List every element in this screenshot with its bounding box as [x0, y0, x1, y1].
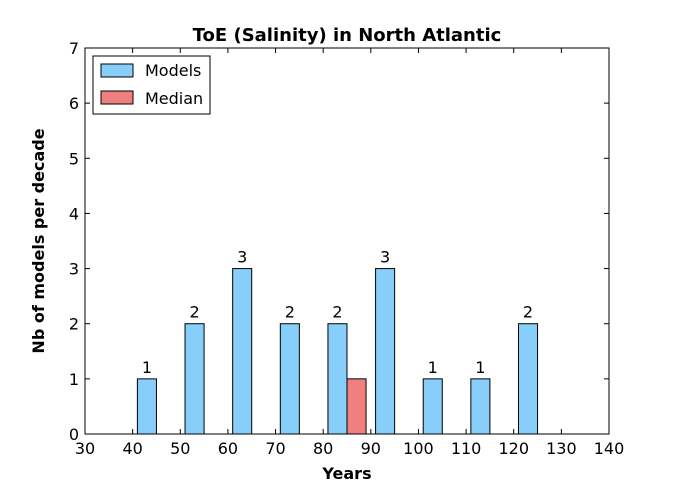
models-bar-2 — [232, 268, 253, 435]
models-data-label-1: 2 — [189, 303, 199, 322]
models-bar-0 — [136, 378, 157, 435]
models-bar-8 — [517, 323, 539, 435]
x-tick-label-8: 110 — [451, 439, 482, 458]
models-data-label-6: 1 — [428, 358, 438, 377]
legend-label-models: Models — [145, 61, 201, 80]
legend-swatch-models — [100, 63, 134, 78]
models-data-label-4: 2 — [332, 303, 342, 322]
x-tick-label-4: 70 — [265, 439, 285, 458]
models-data-label-2: 3 — [237, 248, 247, 267]
legend-swatch-median — [100, 90, 134, 105]
x-tick-label-3: 60 — [218, 439, 238, 458]
models-data-label-8: 2 — [523, 303, 533, 322]
x-tick-label-1: 40 — [122, 439, 142, 458]
y-tick-label-1: 1 — [69, 370, 79, 389]
legend: Models Median — [92, 55, 211, 115]
data-labels-layer: 1 2 3 2 2 3 1 1 2 — [142, 248, 533, 377]
x-tick-label-11: 140 — [594, 439, 625, 458]
legend-label-median: Median — [145, 89, 203, 108]
models-data-label-0: 1 — [142, 358, 152, 377]
y-tick-label-5: 5 — [69, 149, 79, 168]
y-tick-label-6: 6 — [69, 94, 79, 113]
x-tick-label-7: 100 — [403, 439, 434, 458]
x-tick-label-5: 80 — [313, 439, 333, 458]
models-bar-1 — [184, 323, 205, 435]
y-tick-label-0: 0 — [69, 425, 79, 444]
y-tick-label-3: 3 — [69, 260, 79, 279]
axis-ticks-layer: 30 40 50 60 70 80 90 100 110 120 130 140 0 1 2 3 4 5 6 7 — [69, 39, 624, 458]
x-tick-label-6: 90 — [361, 439, 381, 458]
x-tick-label-9: 120 — [498, 439, 529, 458]
models-bar-3 — [279, 323, 300, 435]
models-data-label-3: 2 — [285, 303, 295, 322]
y-tick-label-2: 2 — [69, 315, 79, 334]
models-data-label-7: 1 — [475, 358, 485, 377]
median-bar-0 — [346, 378, 367, 435]
models-bar-4 — [327, 323, 348, 435]
models-bar-5 — [375, 268, 396, 435]
x-tick-label-2: 50 — [170, 439, 190, 458]
models-bar-7 — [470, 378, 491, 435]
x-tick-label-10: 130 — [546, 439, 577, 458]
x-tick-label-0: 30 — [75, 439, 95, 458]
chart-title: ToE (Salinity) in North Atlantic — [193, 25, 502, 46]
models-data-label-5: 3 — [380, 248, 390, 267]
bars-layer — [136, 268, 539, 435]
x-axis-label: Years — [321, 464, 371, 482]
y-axis-label: Nb of models per decade — [29, 128, 48, 353]
y-tick-label-7: 7 — [69, 39, 79, 58]
y-tick-label-4: 4 — [69, 204, 79, 223]
models-bar-6 — [422, 378, 443, 435]
